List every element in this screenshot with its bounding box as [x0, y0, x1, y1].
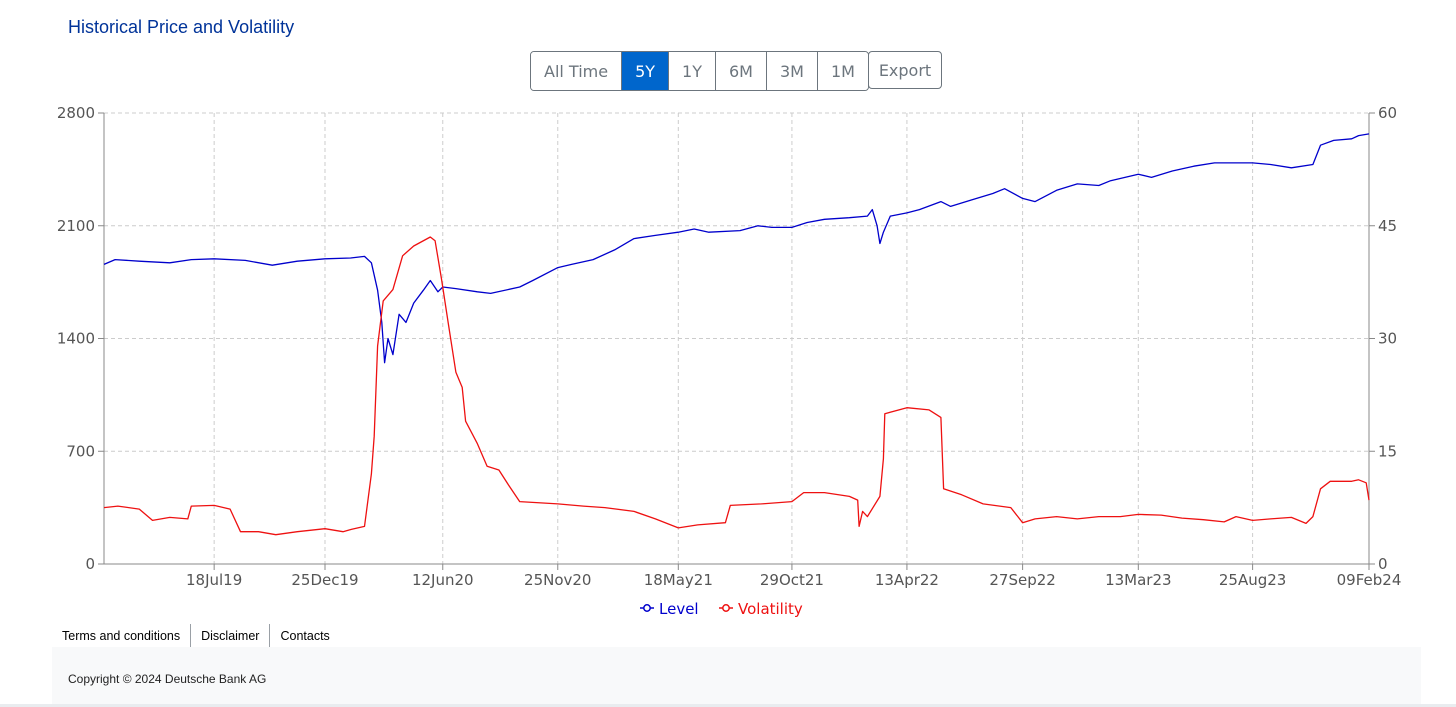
contacts-link[interactable]: Contacts [280, 629, 330, 643]
y-right-tick-label: 45 [1378, 217, 1397, 235]
y-right-tick-label: 0 [1378, 555, 1388, 573]
range-all-time-button[interactable]: All Time [531, 52, 623, 90]
legend-marker-volatility [722, 604, 730, 612]
legend-label-level: Level [659, 600, 699, 618]
terms-link[interactable]: Terms and conditions [52, 624, 192, 648]
legend-marker-level [643, 604, 651, 612]
x-tick-label: 13Apr22 [875, 571, 939, 589]
x-tick-label: 29Oct21 [760, 571, 824, 589]
footer-bar: Copyright © 2024 Deutsche Bank AG [52, 647, 1421, 704]
range-1m-button[interactable]: 1M [817, 52, 868, 90]
series [103, 133, 1370, 536]
range-6m-button[interactable]: 6M [715, 52, 767, 90]
y-left-tick-label: 1400 [57, 330, 95, 348]
range-1y-button[interactable]: 1Y [669, 52, 716, 90]
series-line-volatility [103, 236, 1370, 536]
y-left-tick-label: 2100 [57, 217, 95, 235]
x-tick-label: 09Feb24 [1337, 571, 1402, 589]
x-tick-label: 25Dec19 [291, 571, 358, 589]
x-tick-label: 12Jun20 [412, 571, 474, 589]
y-right-tick-label: 15 [1378, 442, 1397, 460]
y-right-tick-label: 60 [1378, 104, 1397, 122]
x-tick-label: 13Mar23 [1105, 571, 1171, 589]
legend: Level Volatility [640, 600, 803, 618]
x-tick-label: 25Nov20 [524, 571, 591, 589]
x-tick-label: 18Jul19 [186, 571, 242, 589]
y-left-tick-label: 0 [85, 555, 95, 573]
disclaimer-link[interactable]: Disclaimer [191, 624, 271, 648]
range-selector: All Time 5Y 1Y 6M 3M 1M [530, 51, 869, 91]
page-bottom-divider [0, 704, 1456, 707]
axes: 0 700 1400 2100 2800 0 15 30 45 60 18Jul19 25Dec19 1… [57, 104, 1402, 589]
x-tick-label: 27Sep22 [989, 571, 1055, 589]
grid [104, 112, 1370, 565]
page-title: Historical Price and Volatility [68, 17, 295, 37]
y-left-tick-label: 2800 [57, 104, 95, 122]
range-3m-button[interactable]: 3M [766, 52, 818, 90]
price-volatility-chart: 0 700 1400 2100 2800 0 15 30 45 60 18Jul19 25Dec19 1… [57, 104, 1402, 618]
x-tick-label: 18May21 [644, 571, 713, 589]
series-line-level [103, 133, 1370, 364]
footer-links: Terms and conditions Disclaimer Contacts [52, 624, 340, 648]
y-left-tick-label: 700 [66, 442, 95, 460]
export-button[interactable]: Export [868, 51, 942, 89]
range-5y-button[interactable]: 5Y [622, 52, 670, 90]
y-right-tick-label: 30 [1378, 330, 1397, 348]
legend-label-volatility: Volatility [738, 600, 803, 618]
x-tick-label: 25Aug23 [1219, 571, 1286, 589]
copyright-text: Copyright © 2024 Deutsche Bank AG [68, 672, 267, 686]
